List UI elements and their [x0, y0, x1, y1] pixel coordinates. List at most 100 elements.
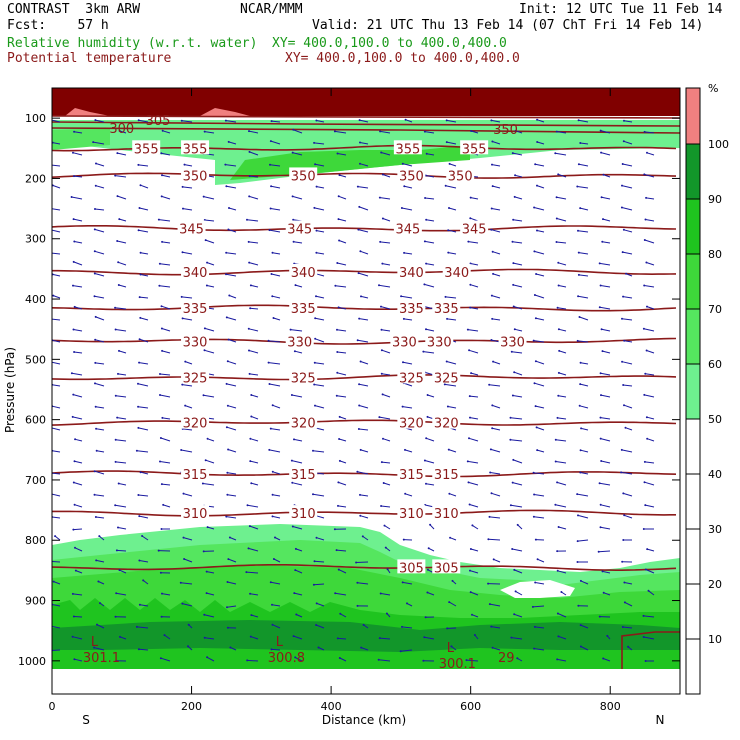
wind-arrow-head	[224, 163, 227, 166]
wind-arrow-head	[579, 624, 582, 627]
wind-arrow-head	[532, 471, 535, 474]
wind-arrow-head	[535, 273, 538, 275]
wind-arrow-head	[535, 426, 538, 429]
wind-arrow	[555, 504, 567, 508]
wind-arrow	[74, 351, 83, 354]
wind-arrow-head	[555, 196, 558, 199]
wind-arrow-head	[425, 437, 428, 440]
y-tick-label: 700	[25, 474, 46, 487]
wind-arrow-head	[644, 504, 647, 507]
wind-arrow-head	[512, 283, 515, 286]
wind-arrow-head	[184, 404, 187, 407]
wind-arrow	[578, 119, 589, 123]
wind-arrow-head	[490, 207, 493, 210]
wind-arrow	[119, 636, 127, 640]
wind-arrow	[644, 481, 655, 486]
wind-arrow	[491, 229, 501, 233]
wind-arrow-head	[621, 317, 623, 320]
contour-label-340: 340	[183, 266, 208, 281]
wind-arrow-head	[580, 427, 583, 430]
wind-arrow-head	[94, 361, 97, 364]
wind-arrow-head	[180, 449, 183, 451]
forecast-hour: Fcst: 57 h	[7, 18, 109, 33]
wind-arrow-head	[646, 151, 648, 154]
wind-arrow-head	[536, 141, 539, 143]
theta-contour-320	[52, 419, 677, 426]
wind-arrow	[52, 516, 61, 519]
wind-arrow	[600, 394, 611, 398]
wind-arrow-head	[313, 206, 316, 209]
colorbar-label: 30	[708, 523, 722, 536]
wind-arrow	[339, 657, 347, 662]
wind-arrow-head	[425, 152, 428, 155]
wind-arrow	[138, 119, 149, 123]
wind-arrow	[185, 361, 193, 365]
wind-arrow-head	[72, 615, 75, 618]
wind-arrow-head	[491, 646, 494, 649]
wind-arrow-head	[271, 251, 274, 254]
wind-arrow-head	[533, 625, 536, 628]
wind-arrow-head	[643, 393, 646, 396]
contour-label-325: 325	[399, 371, 424, 386]
contour-label-bg	[393, 140, 422, 155]
wind-arrow-head	[599, 437, 602, 440]
wind-arrow-head	[295, 613, 298, 616]
wind-arrow	[94, 295, 105, 299]
wind-arrow-head	[511, 152, 514, 155]
wind-arrow-head	[448, 492, 451, 495]
colorbar-label: 70	[708, 303, 722, 316]
org-title: NCAR/MMM	[240, 2, 303, 17]
wind-arrow-head	[621, 251, 624, 254]
contour-label-bg	[289, 263, 318, 278]
colorbar-label: 90	[708, 193, 722, 206]
wind-arrow	[358, 272, 369, 277]
wind-arrow-head	[314, 163, 317, 166]
wind-arrow	[74, 241, 83, 244]
wind-arrow-head	[536, 229, 538, 232]
wind-arrow	[537, 558, 545, 563]
wind-arrow	[643, 615, 655, 618]
wind-arrow-head	[554, 152, 557, 155]
wind-arrow-head	[274, 536, 276, 539]
wind-arrow-head	[114, 438, 117, 441]
theta-contour-345	[52, 225, 677, 232]
wind-arrow	[52, 252, 61, 255]
wind-arrow-head	[602, 218, 604, 221]
wind-arrow	[118, 284, 127, 288]
wind-arrow	[74, 460, 83, 464]
wind-arrow-head	[204, 459, 207, 462]
wind-arrow	[470, 307, 479, 310]
wind-arrow	[578, 295, 589, 299]
wind-arrow	[95, 516, 105, 519]
wind-arrow	[136, 626, 149, 629]
wind-arrow	[511, 351, 523, 354]
wind-arrow	[251, 482, 259, 486]
contour-label-bg	[425, 333, 454, 348]
wind-arrow-head	[422, 350, 425, 353]
wind-arrow	[140, 317, 149, 321]
wind-arrow-head	[555, 241, 558, 243]
wind-arrow	[228, 339, 237, 343]
wind-arrow	[161, 483, 171, 486]
wind-arrow	[182, 603, 193, 607]
wind-arrow-head	[381, 217, 384, 220]
wind-arrow-head	[138, 361, 141, 364]
wind-arrow-head	[161, 592, 163, 595]
wind-arrow-head	[492, 272, 495, 275]
wind-arrow-head	[294, 547, 297, 550]
wind-arrow	[400, 649, 413, 652]
wind-arrow-head	[379, 130, 382, 133]
wind-arrow-head	[313, 361, 316, 364]
wind-arrow	[599, 262, 611, 266]
wind-arrow	[96, 450, 105, 453]
wind-arrow	[557, 307, 567, 310]
wind-arrow-head	[556, 658, 559, 661]
colorbar-swatch-100	[686, 88, 700, 144]
wind-arrow-head	[400, 295, 403, 298]
wind-arrow-head	[447, 448, 450, 451]
wind-arrow-head	[72, 260, 75, 263]
wind-arrow-head	[228, 294, 231, 297]
wind-arrow-head	[291, 151, 294, 154]
wind-arrow-head	[206, 526, 209, 529]
wind-arrow-head	[600, 328, 603, 331]
